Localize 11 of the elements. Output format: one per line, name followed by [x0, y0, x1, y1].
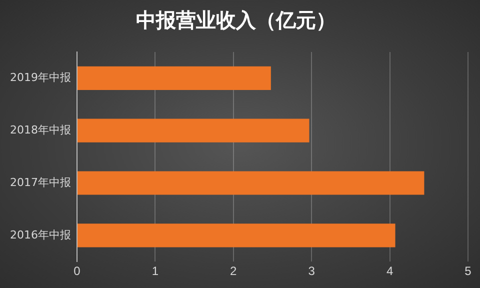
x-tick-label: 3 [308, 264, 316, 278]
chart-title: 中报营业收入（亿元） [136, 8, 336, 32]
x-tick-label: 1 [152, 264, 159, 278]
y-tick-label: 2019年中报 [10, 71, 71, 84]
x-tick-label: 5 [464, 264, 472, 278]
x-tick-label: 0 [74, 264, 81, 278]
y-tick-label: 2016年中报 [10, 228, 71, 242]
x-tick-label: 4 [386, 264, 394, 278]
y-tick-label: 2018年中报 [10, 123, 71, 136]
y-tick-label: 2017年中报 [10, 176, 71, 189]
x-tick-label: 2 [230, 264, 238, 278]
